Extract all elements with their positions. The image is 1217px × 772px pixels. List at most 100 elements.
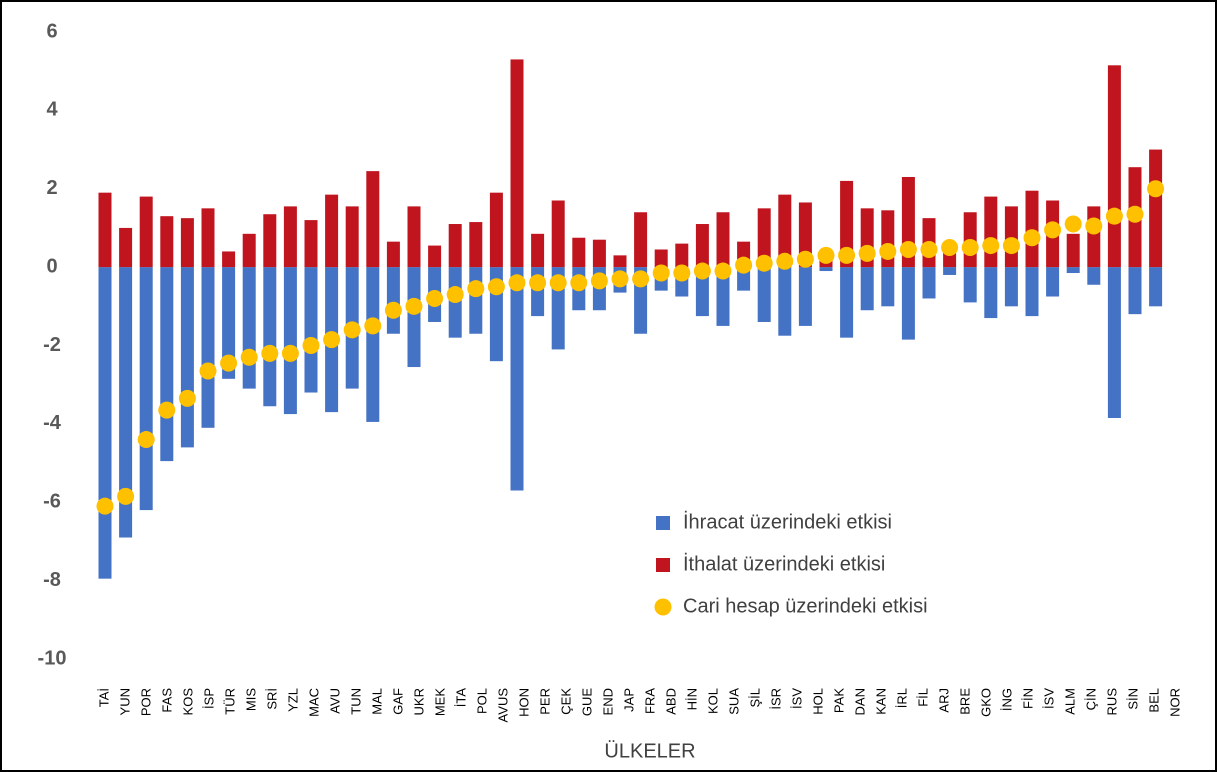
dot (261, 344, 279, 362)
dot (117, 487, 135, 505)
x-tick-label: JAP (621, 688, 636, 712)
bar (201, 208, 215, 268)
bar (1046, 267, 1060, 297)
x-tick-label: ARJ (936, 688, 951, 713)
x-tick-label: TUN (348, 688, 363, 715)
dot (178, 389, 196, 407)
bar (1004, 267, 1018, 307)
bar (242, 233, 256, 268)
bar (1066, 233, 1080, 268)
x-axis-title: ÜLKELER (604, 740, 695, 762)
x-tick-label: GAF (390, 688, 405, 715)
x-tick-label: BRE (957, 688, 972, 715)
bar (366, 171, 380, 268)
bar (263, 214, 277, 268)
x-tick-label: BEL (1146, 688, 1161, 713)
bar (634, 212, 648, 268)
dot (1085, 217, 1103, 235)
x-tick-label: İSV (789, 688, 804, 709)
x-tick-label: POR (138, 688, 153, 716)
dot (96, 497, 114, 515)
x-tick-label: İSP (201, 688, 216, 709)
bar (98, 192, 112, 268)
x-tick-label: YUN (117, 688, 132, 715)
bar (242, 267, 256, 389)
dot (590, 272, 608, 290)
dot (1002, 237, 1020, 255)
y-tick-label: -10 (38, 647, 67, 669)
bar (1087, 267, 1101, 285)
bar (386, 241, 400, 268)
x-tick-label: İRL (894, 688, 909, 708)
x-tick-label: AVUS (495, 688, 510, 723)
dot (838, 246, 856, 264)
bar (1087, 206, 1101, 268)
bar (881, 267, 895, 307)
dot (364, 317, 382, 335)
bar (757, 208, 771, 268)
x-tick-label: HON (516, 688, 531, 717)
x-tick-label: SİN (1125, 688, 1140, 710)
dot (426, 289, 444, 307)
bar (469, 267, 483, 334)
bar (1025, 267, 1039, 317)
y-tick-label: 4 (46, 99, 58, 121)
x-tick-label: MAC (306, 688, 321, 717)
dot (281, 344, 299, 362)
dot (941, 239, 959, 257)
bar (180, 267, 194, 448)
bar (345, 206, 359, 268)
x-tick-label: HİN (684, 688, 699, 710)
dot (982, 237, 1000, 255)
bar (1066, 267, 1080, 274)
bar (139, 267, 153, 511)
bar (613, 255, 627, 268)
legend-label: Cari hesap üzerindeki etkisi (683, 595, 928, 617)
dot (611, 270, 629, 288)
bar (304, 220, 318, 268)
bar (1149, 267, 1163, 307)
x-tick-label: MAL (369, 688, 384, 715)
bar (984, 196, 998, 268)
dot (673, 264, 691, 282)
x-tick-label: İSV (1041, 688, 1056, 709)
dot (735, 256, 753, 274)
bar (984, 267, 998, 319)
x-tick-label: MIS (243, 688, 258, 711)
bar (798, 267, 812, 326)
bar (1128, 267, 1142, 315)
x-tick-label: GUE (579, 688, 594, 717)
bar (840, 180, 854, 268)
dot (1126, 205, 1144, 223)
dot (1147, 180, 1165, 198)
bar (304, 267, 318, 393)
dot (405, 297, 423, 315)
x-tick-label: PER (537, 688, 552, 715)
dot (220, 354, 238, 372)
bar (510, 267, 524, 491)
dot (323, 331, 341, 349)
x-tick-label: RUS (1104, 688, 1119, 716)
dot (549, 274, 567, 292)
bar (407, 267, 421, 368)
x-tick-label: ÇEK (558, 688, 573, 715)
x-tick-label: FİN (1020, 688, 1035, 709)
dot (1023, 229, 1041, 247)
bar (695, 224, 709, 268)
dot (529, 274, 547, 292)
bar (1149, 149, 1163, 268)
bar (119, 267, 133, 538)
dot (776, 252, 794, 270)
bar (757, 267, 771, 322)
dot (714, 262, 732, 280)
bar (922, 267, 936, 299)
dot (1044, 221, 1062, 239)
bar (675, 243, 689, 268)
bar (139, 196, 153, 268)
bar (798, 202, 812, 268)
bar (510, 59, 524, 268)
bar (448, 224, 462, 268)
x-tick-label: YZL (285, 688, 300, 712)
bar (531, 233, 545, 268)
